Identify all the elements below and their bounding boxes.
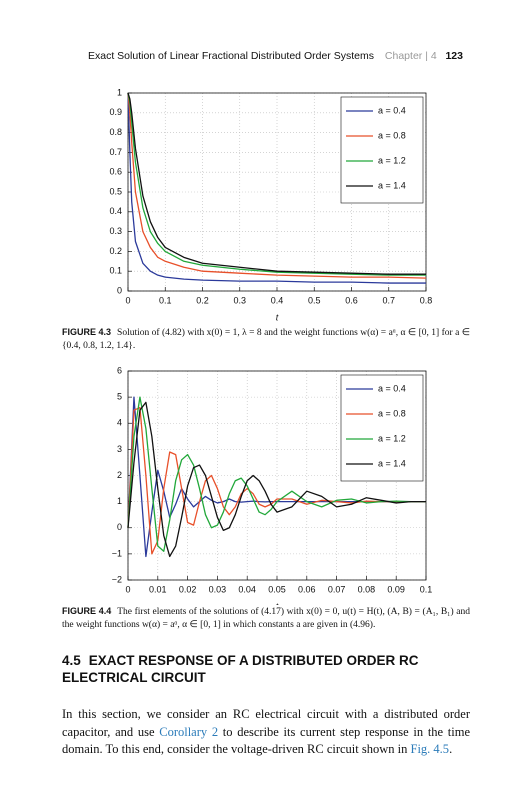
x-tick-label: 0.6 — [345, 295, 358, 305]
legend-box — [340, 96, 424, 204]
text: to describe its current step response in… — [62, 724, 471, 757]
series-line — [127, 396, 426, 552]
text: . — [449, 742, 453, 756]
y-tick-label: 0.8 — [109, 127, 122, 137]
y-tick-label: 0.2 — [109, 246, 122, 256]
chapter-number: 4 — [430, 50, 437, 62]
y-tick-label: 0 — [117, 285, 122, 295]
x-tick-label: 0.1 — [159, 295, 172, 305]
y-tick-label: 0 — [117, 522, 122, 532]
x-tick-label: 0.01 — [149, 584, 167, 594]
y-tick-label: 0.1 — [109, 266, 122, 276]
x-tick-label: 0.06 — [298, 584, 316, 594]
legend-label: a = 0.4 — [378, 105, 406, 115]
x-tick-label: 0.04 — [238, 584, 256, 594]
series-line — [127, 92, 427, 279]
plot-frame — [127, 92, 427, 292]
y-tick-label: −2 — [112, 574, 122, 584]
y-tick-label: 0.3 — [109, 226, 122, 236]
figure-caption: FIGURE 4.4 The first elements of the solu… — [62, 605, 470, 632]
text: In this section, we consider an RC elect… — [62, 707, 470, 739]
series-line — [127, 92, 426, 284]
x-tick-label: 0.09 — [387, 584, 405, 594]
x-tick-label: 0.02 — [179, 584, 197, 594]
caption-label: FIGURE 4.3 — [62, 327, 112, 337]
legend-label: a = 1.4 — [378, 458, 406, 468]
section-number: 4.5 — [62, 653, 81, 668]
y-tick-label: 0.4 — [109, 206, 122, 216]
x-axis-label: t — [276, 312, 279, 322]
series-line — [127, 406, 426, 555]
x-tick-label: 0.7 — [382, 295, 395, 305]
x-tick-label: 0 — [125, 295, 130, 305]
series-line — [127, 92, 426, 276]
x-tick-label: 0.4 — [271, 295, 284, 305]
legend-label: a = 0.8 — [378, 130, 406, 140]
chapter-label: Chapter — [384, 50, 423, 62]
legend-label: a = 1.2 — [378, 433, 406, 443]
x-tick-label: 0.8 — [420, 295, 433, 305]
page-number: 123 — [445, 50, 463, 62]
link[interactable]: Corollary 2 — [159, 724, 219, 739]
plot-frame — [127, 370, 427, 581]
y-tick-label: −1 — [112, 548, 122, 558]
y-tick-label: 5 — [117, 392, 122, 402]
section-heading: 4.5 EXACT RESPONSE OF A DISTRIBUTED ORDER… — [62, 652, 482, 686]
y-tick-label: 2 — [117, 470, 122, 480]
y-tick-label: 1 — [117, 496, 122, 506]
x-tick-label: 0.3 — [233, 295, 246, 305]
caption-text: Solution of (4.82) with x(0) = 1, λ = 8 … — [62, 328, 470, 351]
y-tick-label: 0.7 — [109, 147, 122, 157]
y-tick-label: 0.5 — [109, 186, 122, 196]
header-title: Exact Solution of Linear Fractional Dist… — [88, 50, 374, 62]
series-line — [127, 401, 426, 558]
figure-caption: FIGURE 4.3 Solution of (4.82) with x(0) =… — [62, 326, 470, 353]
x-tick-label: 0.2 — [196, 295, 209, 305]
x-tick-label: 0 — [125, 584, 130, 594]
y-tick-label: 0.6 — [109, 167, 122, 177]
figure-chart: 0 0.1 0.2 0.3 0.4 0.5 0.6 0.7 0.8 0.9 1 0 0.1 0.2 0.3 0… — [109, 87, 433, 322]
legend-label: a = 0.4 — [378, 383, 406, 393]
x-tick-label: 0.5 — [308, 295, 321, 305]
legend-label: a = 1.2 — [378, 155, 406, 165]
y-tick-label: 4 — [117, 418, 122, 428]
caption-text: The first elements of the solutions of (… — [62, 607, 470, 630]
header-right: Chapter | 4 123 — [385, 50, 463, 62]
y-tick-label: 0.9 — [109, 107, 122, 117]
caption-label: FIGURE 4.4 — [62, 606, 112, 616]
x-tick-label: 0.03 — [209, 584, 227, 594]
figure-chart: −2 −1 0 1 2 3 4 5 6 0 0.01 0.02 0.03 0.04 0.05 0.06 0.07… — [112, 365, 433, 605]
y-tick-label: 1 — [117, 87, 122, 97]
legend-box — [340, 374, 424, 482]
series-line — [127, 92, 426, 275]
link[interactable]: Fig. 4.5 — [410, 742, 450, 756]
running-header: Exact Solution of Linear Fractional Dist… — [88, 50, 463, 62]
x-axis-label: t — [276, 601, 279, 605]
x-tick-label: 0.1 — [420, 584, 433, 594]
legend-label: a = 1.4 — [378, 180, 406, 190]
x-tick-label: 0.07 — [328, 584, 346, 594]
y-tick-label: 3 — [117, 444, 122, 454]
x-tick-label: 0.08 — [358, 584, 376, 594]
y-tick-label: 6 — [117, 365, 122, 375]
x-tick-label: 0.05 — [268, 584, 286, 594]
separator: | — [425, 50, 428, 62]
paragraph: In this section, we consider an RC elect… — [62, 706, 470, 759]
section-title: EXACT RESPONSE OF A DISTRIBUTED ORDER RC… — [62, 653, 419, 685]
legend-label: a = 0.8 — [378, 408, 406, 418]
